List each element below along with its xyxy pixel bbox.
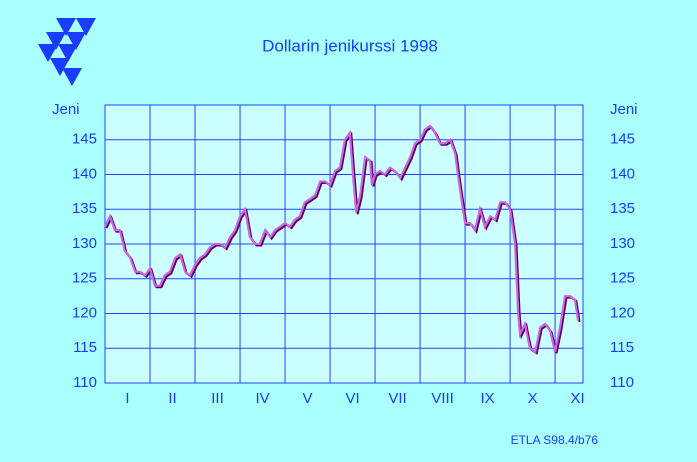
x-tick-label: X	[528, 390, 538, 407]
logo	[38, 18, 96, 86]
y-tick-label: 125	[72, 270, 97, 287]
x-tick-label: VII	[388, 390, 406, 407]
y-tick-label: 120	[72, 304, 97, 321]
y-tick-label: 130	[72, 235, 97, 252]
x-tick-label: VIII	[431, 390, 454, 407]
y-axis-label: Jeni	[52, 101, 80, 118]
y2-tick-label: 125	[610, 270, 635, 287]
x-tick-label: VI	[345, 390, 359, 407]
y-tick-label: 110	[73, 374, 97, 391]
y-tick-label: 145	[72, 131, 97, 148]
y-tick-label: 135	[72, 200, 97, 217]
y2-tick-label: 135	[610, 200, 635, 217]
source-note: ETLA S98.4/b76	[511, 433, 599, 447]
x-tick-label: I	[125, 390, 129, 407]
y2-tick-label: 115	[610, 339, 634, 356]
x-tick-label: IX	[480, 390, 494, 407]
y2-tick-label: 120	[610, 304, 635, 321]
x-tick-label: IV	[255, 390, 269, 407]
y2-tick-label: 145	[610, 131, 635, 148]
y2-tick-label: 130	[610, 235, 635, 252]
x-tick-label: XI	[571, 390, 585, 407]
chart-title: Dollarin jenikurssi 1998	[262, 36, 438, 55]
y2-axis-label: Jeni	[610, 101, 638, 118]
y-tick-label: 115	[73, 339, 97, 356]
data-line	[104, 124, 580, 354]
x-tick-label: V	[303, 390, 313, 407]
y-tick-label: 140	[72, 165, 97, 182]
y2-tick-label: 140	[610, 165, 635, 182]
x-tick-label: II	[168, 390, 176, 407]
y2-tick-label: 110	[610, 374, 634, 391]
x-tick-label: III	[211, 390, 224, 407]
